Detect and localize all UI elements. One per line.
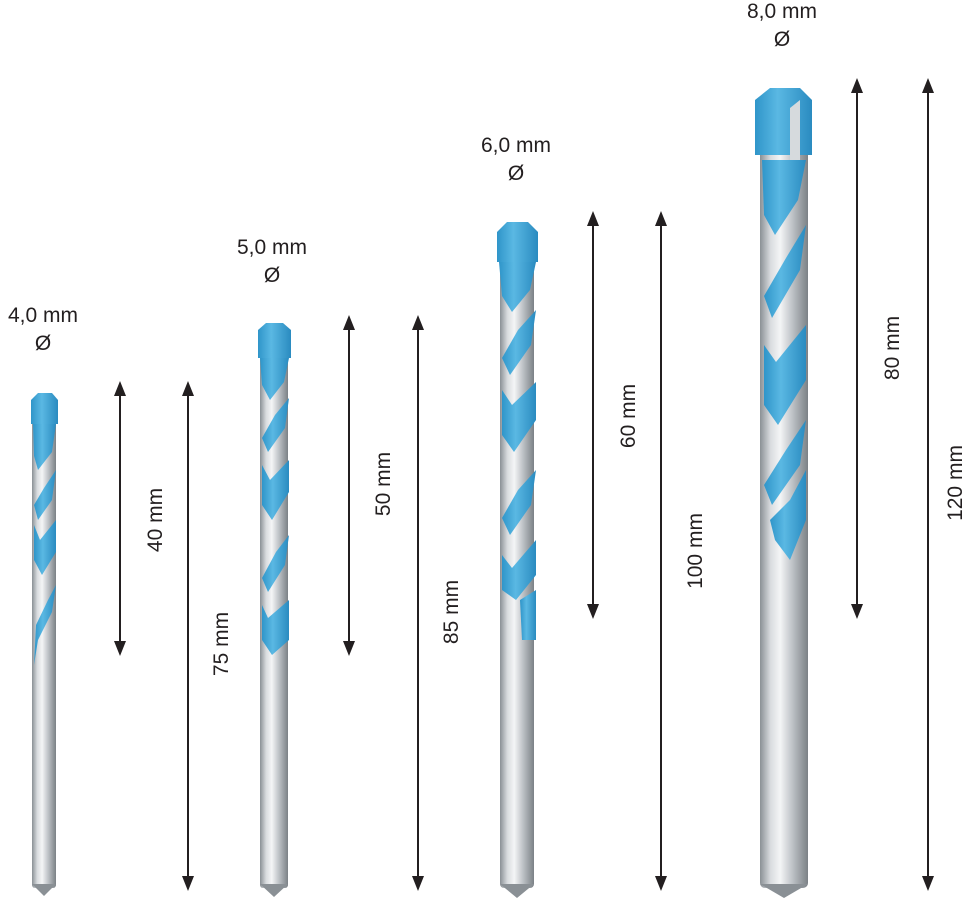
flute-length-arrow-2	[343, 315, 355, 656]
drill-bit-4: 8,0 mm Ø	[747, 0, 817, 898]
total-length-arrow-3	[655, 211, 667, 891]
diameter-symbol-1: Ø	[35, 332, 51, 355]
drill-bit-3: 6,0 mm Ø	[481, 134, 551, 898]
flute-length-arrow-4	[851, 78, 863, 619]
total-length-label-2b: 85 mm	[440, 580, 463, 644]
drill-bit-body-1	[31, 393, 58, 896]
total-length-label-2: 100 mm	[684, 513, 707, 589]
total-length-arrow-1	[182, 381, 194, 891]
total-length-label-1: 75 mm	[210, 612, 233, 676]
diameter-label-1: 4,0 mm	[8, 304, 78, 327]
carbide-tip-icon	[497, 222, 538, 262]
flute-length-label-1: 40 mm	[144, 488, 167, 552]
drill-bit-body-3	[497, 222, 538, 898]
spiral-flute-1	[33, 424, 56, 665]
flute-length-arrow-1	[114, 381, 126, 656]
carbide-tip-icon	[31, 393, 58, 424]
total-length-label-4: 120 mm	[944, 445, 967, 521]
diameter-label-4: 8,0 mm	[747, 0, 817, 23]
flute-length-arrow-3	[587, 211, 599, 619]
total-length-arrow-2	[412, 315, 424, 891]
flute-length-label-4: 80 mm	[881, 316, 904, 380]
diameter-symbol-2: Ø	[264, 264, 280, 287]
carbide-tip-icon	[755, 88, 812, 155]
spiral-flute-3	[499, 262, 536, 640]
flute-length-label-2: 50 mm	[372, 452, 395, 516]
diameter-symbol-3: Ø	[508, 162, 524, 185]
dimension-arrows	[114, 78, 934, 891]
dimension-labels: 40 mm 75 mm 50 mm 100 mm 85 mm 60 mm 80 …	[144, 316, 967, 676]
spiral-flute-4	[762, 160, 806, 560]
drill-bit-2: 5,0 mm Ø	[237, 236, 307, 897]
total-length-arrow-4	[922, 78, 934, 891]
diameter-label-2: 5,0 mm	[237, 236, 307, 259]
flute-length-label-3: 60 mm	[617, 384, 640, 448]
diameter-symbol-4: Ø	[774, 28, 790, 51]
diameter-label-3: 6,0 mm	[481, 134, 551, 157]
drill-bit-body-2	[258, 323, 291, 897]
carbide-tip-icon	[258, 323, 291, 358]
drill-bit-body-4	[755, 88, 812, 898]
spiral-flute-2	[260, 358, 289, 655]
drill-bit-1: 4,0 mm Ø	[8, 304, 78, 896]
